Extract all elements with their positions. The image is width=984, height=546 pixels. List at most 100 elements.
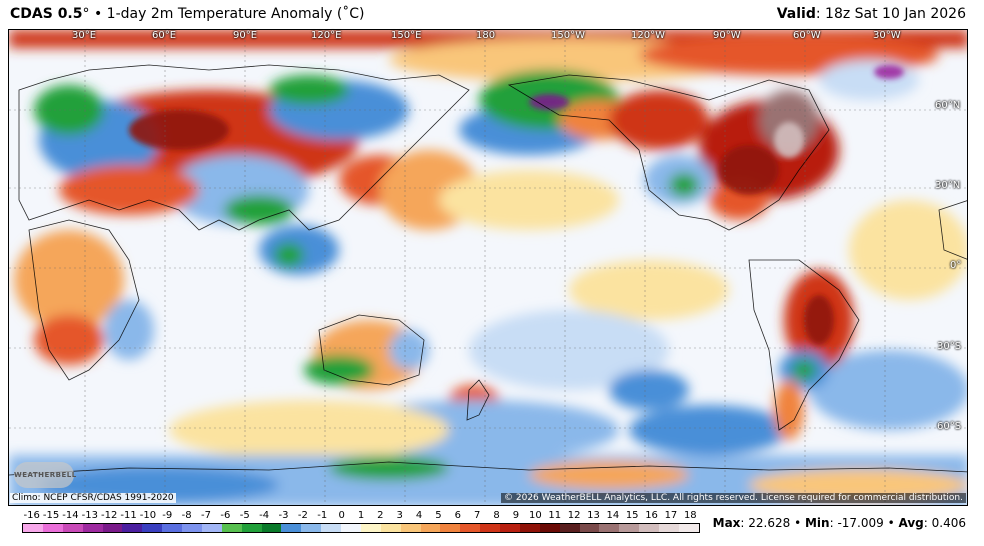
colorbar-swatch	[480, 524, 500, 532]
max-value: : 22.628	[740, 516, 791, 530]
colorbar-swatch	[201, 524, 222, 532]
colorbar-swatch	[142, 524, 163, 532]
lat-label-equator: 0°	[950, 260, 962, 271]
colorbar-tick: -13	[81, 510, 98, 521]
colorbar-swatch	[82, 524, 103, 532]
colorbar-tick: -12	[100, 510, 118, 521]
colorbar-tick: 3	[396, 510, 403, 521]
valid-time: Valid: 18z Sat 10 Jan 2026	[777, 6, 966, 22]
colorbar-swatch	[440, 524, 461, 532]
colorbar-tick: -11	[120, 510, 137, 521]
colorbar-swatch	[281, 524, 302, 532]
copyright-note: © 2026 WeatherBELL Analytics, LLC. All r…	[501, 493, 966, 503]
colorbar-swatch	[62, 524, 83, 532]
colorbar-tick: 6	[454, 510, 462, 521]
lon-label-180: 180	[476, 30, 496, 41]
colorbar-swatch	[23, 524, 43, 532]
min-label: Min	[804, 516, 830, 530]
colorbar-swatch	[42, 524, 63, 532]
lat-label-60s: 60°S	[937, 421, 962, 432]
colorbar-tick: -8	[181, 510, 192, 521]
colorbar-tick: -6	[220, 510, 231, 521]
max-label: Max	[712, 516, 741, 530]
colorbar	[22, 523, 700, 533]
colorbar-tick: 0	[338, 510, 345, 521]
model-name: CDAS 0.5	[10, 6, 83, 22]
lon-label-30w: 30°W	[873, 30, 901, 41]
colorbar-tick-labels: -16 -15 -14 -13 -12 -11 -10 -9 -8 -7 -6 -5 -4 -3 -2 -1 0…	[22, 510, 700, 522]
lon-label-60e: 60°E	[152, 30, 177, 41]
colorbar-tick: 15	[625, 510, 639, 521]
colorbar-tick: -16	[23, 510, 40, 521]
colorbar-tick: 13	[587, 510, 600, 521]
colorbar-tick: -5	[239, 510, 250, 521]
anomaly-field	[9, 30, 967, 505]
colorbar-swatch	[102, 524, 123, 532]
colorbar-swatch	[539, 524, 560, 532]
title-bullet: •	[89, 6, 107, 22]
colorbar-swatch	[341, 524, 361, 532]
colorbar-swatch	[321, 524, 341, 532]
colorbar-tick: -1	[317, 510, 328, 521]
colorbar-swatch	[599, 524, 620, 532]
colorbar-swatch	[420, 524, 441, 532]
colorbar-tick: -9	[162, 510, 173, 521]
colorbar-tick: 2	[377, 510, 384, 521]
colorbar-tick: 12	[567, 510, 581, 521]
lat-label-30n: 30°N	[935, 180, 961, 191]
colorbar-tick: -10	[139, 510, 157, 521]
lon-label-150e: 150°E	[391, 30, 422, 41]
colorbar-swatch	[380, 524, 401, 532]
colorbar-tick: -14	[62, 510, 79, 521]
colorbar-swatch	[261, 524, 282, 532]
stats-sep-2: •	[883, 516, 899, 530]
degree-symbol: °	[82, 6, 90, 22]
lon-label-150w: 150°W	[551, 30, 585, 41]
colorbar-swatch	[122, 524, 143, 532]
lon-label-90w: 90°W	[713, 30, 741, 41]
colorbar-tick: -15	[42, 510, 60, 521]
lat-label-30s: 30°S	[937, 341, 962, 352]
avg-value: : 0.406	[923, 516, 966, 530]
valid-label: Valid	[776, 6, 816, 22]
colorbar-tick: 14	[606, 510, 620, 521]
valid-time-value: : 18z Sat 10 Jan 2026	[815, 6, 966, 22]
colorbar-swatch	[559, 524, 580, 532]
colorbar-swatch	[619, 524, 640, 532]
colorbar-swatch	[162, 524, 182, 532]
colorbar-swatch	[301, 524, 322, 532]
colorbar-tick: 11	[548, 510, 562, 521]
colorbar-swatch	[659, 524, 679, 532]
colorbar-tick: 1	[357, 510, 365, 521]
colorbar-tick: -4	[259, 510, 270, 521]
colorbar-tick: 17	[664, 510, 678, 521]
coastlines	[9, 64, 967, 476]
colorbar-swatch	[460, 524, 481, 532]
lon-label-120e: 120°E	[311, 30, 342, 41]
map-title: CDAS 0.5° • 1-day 2m Temperature Anomaly…	[10, 6, 365, 22]
min-value: : -17.009	[829, 516, 884, 530]
lon-label-60w: 60°W	[793, 30, 821, 41]
colorbar-swatch	[241, 524, 262, 532]
colorbar-tick: 5	[435, 510, 442, 521]
colorbar-swatch	[678, 524, 699, 532]
colorbar-swatch	[500, 524, 520, 532]
colorbar-swatch	[519, 524, 540, 532]
anomaly-map-canvas	[9, 30, 967, 505]
colorbar-tick: 10	[528, 510, 542, 521]
lon-label-120w: 120°W	[631, 30, 665, 41]
colorbar-swatch	[182, 524, 202, 532]
colorbar-tick: 7	[474, 510, 481, 521]
colorbar-swatch	[360, 524, 381, 532]
colorbar-tick: 16	[645, 510, 658, 521]
product-name: 1-day 2m Temperature Anomaly (˚C)	[106, 6, 365, 22]
lon-label-30e: 30°E	[72, 30, 97, 41]
anomaly-map[interactable]	[8, 29, 968, 506]
weatherbell-logo: WEATHERBELL	[14, 462, 76, 488]
stats-sep-1: •	[790, 516, 805, 530]
lon-label-90e: 90°E	[233, 30, 258, 41]
colorbar-tick: -3	[278, 510, 289, 521]
colorbar-tick: -7	[201, 510, 212, 521]
colorbar-swatch	[579, 524, 600, 532]
colorbar-tick: 9	[512, 510, 520, 521]
